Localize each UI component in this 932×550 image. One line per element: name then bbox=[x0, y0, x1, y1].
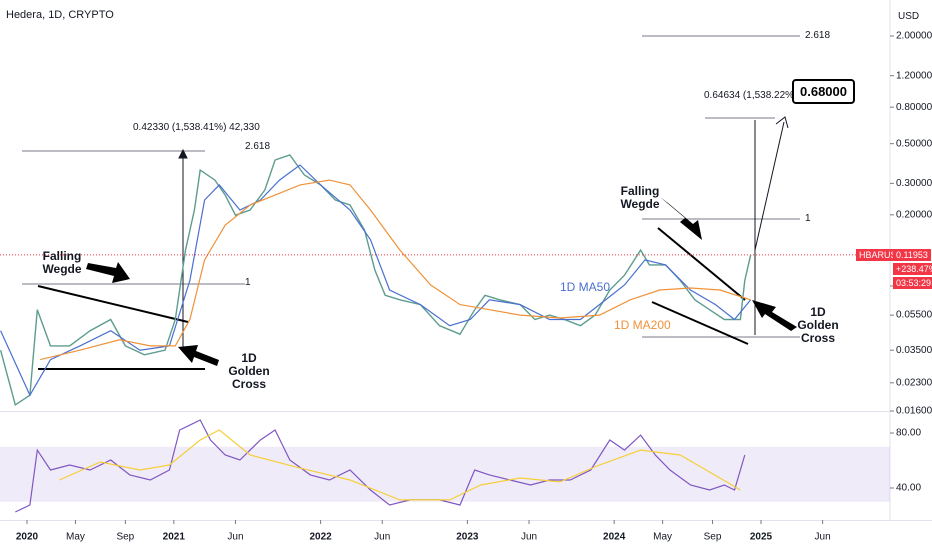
series-line bbox=[0, 154, 752, 407]
series-line bbox=[40, 179, 751, 361]
fib-level-label: 2.618 bbox=[805, 30, 831, 41]
fib-levels bbox=[22, 35, 800, 338]
x-tick-label: Sep bbox=[704, 532, 722, 543]
y-tick-label: 0.02300 bbox=[896, 377, 932, 388]
y-tick-label: 40.00 bbox=[896, 483, 921, 494]
signal-label: 1D Golden Cross bbox=[797, 305, 839, 345]
pattern-label: Falling Wegde bbox=[620, 184, 660, 211]
change-tag: +238.47% bbox=[893, 263, 932, 275]
x-tick-label: Jun bbox=[227, 532, 243, 543]
y-tick-label: 0.50000 bbox=[896, 138, 932, 149]
signal-label: 1D Golden Cross bbox=[228, 351, 270, 391]
series-line bbox=[0, 164, 752, 397]
wedge-lines bbox=[37, 227, 749, 370]
x-tick-label: 2023 bbox=[456, 532, 479, 543]
countdown-tag: 03:53:29 bbox=[893, 277, 932, 289]
y-tick-label: 1.20000 bbox=[896, 70, 932, 81]
ma50-label: 1D MA50 bbox=[560, 280, 611, 294]
x-tick-label: May bbox=[66, 532, 85, 543]
y-tick-label: 80.00 bbox=[896, 428, 921, 439]
fib-level-label: 1 bbox=[805, 213, 811, 224]
arrows bbox=[86, 197, 797, 366]
currency-label: USD bbox=[898, 11, 920, 22]
y-tick-label: 0.20000 bbox=[896, 209, 932, 220]
fib-level-label: 2.618 bbox=[245, 141, 271, 152]
y-tick-label: 0.80000 bbox=[896, 102, 932, 113]
y-tick-label: 2.00000 bbox=[896, 31, 932, 42]
series-line bbox=[15, 419, 746, 513]
y-tick-label: 0.03500 bbox=[896, 345, 932, 356]
x-tick-label: Jun bbox=[521, 532, 537, 543]
x-tick-label: Sep bbox=[116, 532, 134, 543]
x-tick-label: Jun bbox=[815, 532, 831, 543]
y-tick-label: 0.05500 bbox=[896, 310, 932, 321]
rsi-band bbox=[0, 446, 890, 502]
ma200-label: 1D MA200 bbox=[614, 318, 671, 332]
x-tick-label: May bbox=[653, 532, 672, 543]
x-tick-label: 2022 bbox=[309, 532, 332, 543]
series-line bbox=[59, 429, 741, 501]
x-tick-label: 2021 bbox=[163, 532, 186, 543]
fib-annotation: 0.64634 (1,538.22%) 64,6 bbox=[704, 90, 794, 101]
x-tick-label: Jun bbox=[374, 532, 390, 543]
x-tick-label: 2025 bbox=[750, 532, 773, 543]
x-tick-label: 2024 bbox=[603, 532, 626, 543]
pattern-label: Falling Wegde bbox=[42, 249, 82, 276]
target-box: 0.68000 bbox=[792, 79, 855, 104]
fib-annotation: 0.42330 (1,538.41%) 42,330 bbox=[133, 122, 260, 133]
y-tick-label: 0.01600 bbox=[896, 406, 932, 417]
chart-title: Hedera, 1D, CRYPTO bbox=[6, 9, 114, 21]
x-tick-label: 2020 bbox=[16, 532, 39, 543]
last-price-tag: 0.11953 bbox=[893, 249, 931, 261]
measure-lines bbox=[178, 116, 789, 350]
y-tick-label: 0.30000 bbox=[896, 178, 932, 189]
fib-level-label: 1 bbox=[245, 277, 251, 288]
